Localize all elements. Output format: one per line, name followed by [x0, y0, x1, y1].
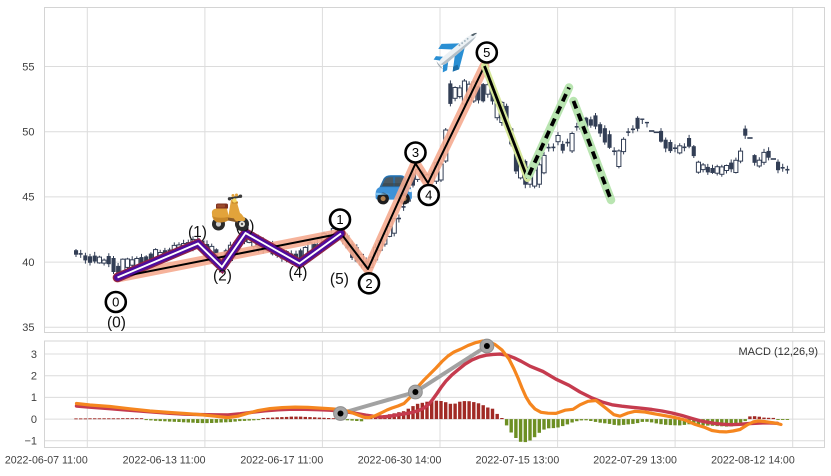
svg-text:3: 3	[31, 349, 37, 361]
svg-text:2022-08-12 14:00: 2022-08-12 14:00	[711, 455, 795, 467]
svg-text:(4): (4)	[289, 265, 308, 282]
svg-text:(2): (2)	[213, 268, 232, 285]
svg-text:2: 2	[31, 371, 37, 383]
svg-text:MACD (12,26,9): MACD (12,26,9)	[739, 346, 818, 358]
svg-text:2022-06-30 14:00: 2022-06-30 14:00	[358, 455, 442, 467]
svg-text:1: 1	[336, 212, 343, 227]
svg-text:45: 45	[22, 192, 34, 204]
svg-text:55: 55	[22, 61, 34, 73]
svg-text:1: 1	[31, 392, 37, 404]
svg-text:2: 2	[365, 276, 372, 291]
svg-text:2022-06-07 11:00: 2022-06-07 11:00	[5, 455, 88, 467]
svg-text:−1: −1	[24, 436, 37, 448]
svg-text:4: 4	[425, 188, 432, 203]
svg-text:2022-07-29 13:00: 2022-07-29 13:00	[593, 455, 677, 467]
svg-text:2022-06-13 11:00: 2022-06-13 11:00	[123, 455, 206, 467]
svg-text:35: 35	[22, 322, 34, 334]
svg-text:2022-06-17 11:00: 2022-06-17 11:00	[240, 455, 323, 467]
svg-text:0: 0	[31, 414, 37, 426]
svg-text:2022-07-15 13:00: 2022-07-15 13:00	[476, 455, 560, 467]
svg-text:(0): (0)	[107, 315, 126, 332]
svg-text:40: 40	[22, 257, 34, 269]
svg-text:0: 0	[112, 295, 119, 310]
svg-text:(1): (1)	[188, 224, 207, 241]
svg-text:3: 3	[412, 145, 419, 160]
svg-text:50: 50	[22, 127, 34, 139]
svg-text:(5): (5)	[330, 271, 349, 288]
svg-text:5: 5	[483, 45, 490, 60]
